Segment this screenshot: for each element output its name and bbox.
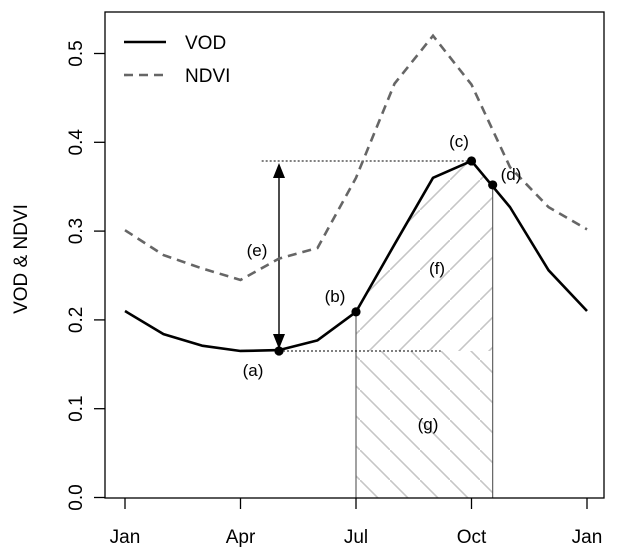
hatched-areas <box>356 160 493 498</box>
legend-vod-label: VOD <box>185 33 226 54</box>
axes: Jan Apr Jul Oct Jan 0.0 0.1 0.2 0.3 0.4 0.5 <box>66 40 602 548</box>
x-tick-label-1: Apr <box>226 527 256 548</box>
legend: VOD NDVI <box>124 33 230 87</box>
amplitude-arrow-bottom <box>273 333 285 349</box>
label-g: (g) <box>418 415 439 434</box>
key-point-b <box>351 307 361 317</box>
y-tick-label-3: 0.3 <box>66 218 87 244</box>
x-tick-label-3: Oct <box>457 527 487 548</box>
x-tick-label-4: Jan <box>572 527 603 548</box>
label-a: (a) <box>243 361 264 380</box>
key-point-d <box>488 180 498 190</box>
label-d: (d) <box>501 165 522 184</box>
y-tick-label-1: 0.1 <box>66 395 87 421</box>
label-b: (b) <box>325 287 346 306</box>
x-tick-label-2: Jul <box>344 527 368 548</box>
label-f: (f) <box>429 259 445 278</box>
key-point-c <box>466 156 477 166</box>
guide-lines <box>261 160 494 498</box>
label-c: (c) <box>449 132 469 151</box>
y-tick-label-2: 0.2 <box>66 307 87 333</box>
amplitude-arrow-top <box>273 162 285 178</box>
y-tick-label-0: 0.0 <box>66 484 87 510</box>
hatch-area-f <box>356 160 493 351</box>
plot-frame <box>104 11 605 499</box>
x-tick-label-0: Jan <box>110 527 141 548</box>
y-tick-label-5: 0.5 <box>66 40 87 66</box>
legend-ndvi-label: NDVI <box>185 66 230 87</box>
hatch-area-g <box>356 350 493 498</box>
key-point-a <box>274 346 284 356</box>
series-line-ndvi <box>124 33 588 282</box>
y-tick-label-4: 0.4 <box>66 129 87 156</box>
label-e: (e) <box>247 241 268 260</box>
y-axis-title: VOD & NDVI <box>11 204 32 314</box>
key-points <box>274 156 498 356</box>
